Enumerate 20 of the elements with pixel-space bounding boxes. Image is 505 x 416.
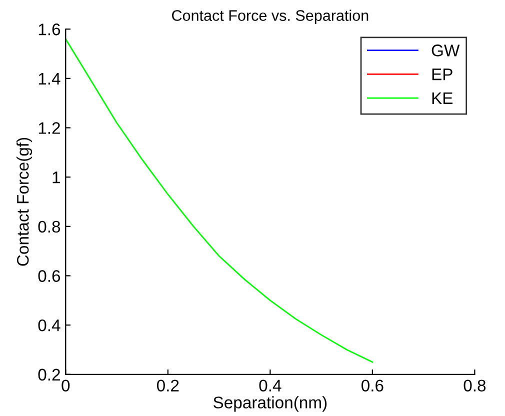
legend-label: EP [432,68,452,80]
y-tick-label: 0.6 [38,270,60,282]
x-axis-title: Separation(nm) [214,396,327,412]
chart-title: Contact Force vs. Separation [172,10,368,24]
x-tick-label: 0.2 [156,380,179,392]
x-tick-label: 0.6 [362,380,384,392]
line-series [66,38,374,363]
y-tick-label: 0.8 [38,220,60,233]
y-tick-label: 1.6 [38,24,60,36]
y-tick-label: 1.2 [38,122,60,134]
y-axis-title: Contact Force(gf) [16,138,32,266]
y-tick-label: 0.2 [38,368,60,381]
y-tick-label: 1.4 [38,73,60,84]
x-tick-label: 0 [62,380,70,392]
y-tick-label: 1 [52,172,60,184]
y-tick-label: 0.4 [38,319,60,332]
x-tick-label: 0.4 [259,380,282,392]
legend-label: KE [432,92,453,104]
x-tick-label: 0.8 [464,380,486,392]
legend-label: GW [432,44,460,56]
